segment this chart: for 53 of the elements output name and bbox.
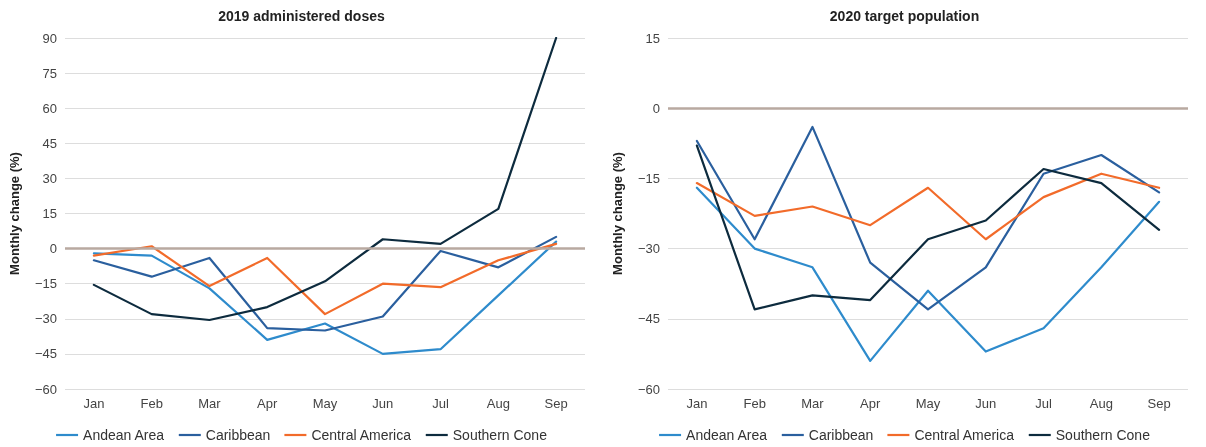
y-tick-label: 45 xyxy=(42,135,57,151)
line-series xyxy=(92,235,558,332)
legend-label: Central America xyxy=(914,427,1015,443)
x-tick-label: Jan xyxy=(686,396,708,411)
x-tick-label: Mar xyxy=(198,396,222,411)
legend-label: Andean Area xyxy=(686,427,768,443)
x-tick-label: Jan xyxy=(83,396,105,411)
line-series xyxy=(92,242,558,316)
legend-label: Central America xyxy=(311,427,412,443)
x-tick-label: Mar xyxy=(801,396,825,411)
x-tick-label: May xyxy=(915,396,941,411)
y-tick-label: −30 xyxy=(34,311,57,327)
line-series xyxy=(695,186,1161,363)
y-tick-label: 30 xyxy=(42,170,57,186)
y-tick-label: −60 xyxy=(637,381,660,397)
y-tick-label: −30 xyxy=(637,241,660,257)
x-tick-label: Aug xyxy=(486,396,510,411)
y-tick-label: 75 xyxy=(42,65,57,81)
legend-label: Southern Cone xyxy=(452,427,548,443)
legend-label: Southern Cone xyxy=(1055,427,1151,443)
y-tick-label: −45 xyxy=(34,346,57,362)
y-tick-label: −15 xyxy=(637,170,660,186)
y-axis-title: Monthly change (%) xyxy=(7,152,22,275)
x-tick-label: Feb xyxy=(140,396,163,411)
x-tick-label: Jun xyxy=(975,396,997,411)
x-tick-label: Apr xyxy=(860,396,882,411)
x-tick-label: Jul xyxy=(432,396,449,411)
y-tick-label: 15 xyxy=(42,206,57,221)
x-tick-label: Apr xyxy=(257,396,279,411)
x-tick-label: Aug xyxy=(1089,396,1113,411)
y-tick-label: 15 xyxy=(645,30,660,46)
y-axis-title: Monthly change (%) xyxy=(610,152,625,275)
x-tick-label: Jun xyxy=(372,396,394,411)
line-series xyxy=(92,240,558,355)
line-series xyxy=(695,172,1161,241)
chart-title: 2019 administered doses xyxy=(218,8,385,24)
x-tick-label: Feb xyxy=(743,396,766,411)
y-tick-label: −45 xyxy=(637,311,660,327)
chart-title: 2020 target population xyxy=(829,8,980,24)
y-tick-label: 90 xyxy=(42,30,57,46)
y-tick-label: −15 xyxy=(34,276,57,292)
y-tick-label: 0 xyxy=(652,100,660,116)
legend-label: Caribbean xyxy=(808,427,874,443)
y-tick-label: 60 xyxy=(42,100,57,116)
legend-label: Caribbean xyxy=(205,427,271,443)
x-tick-label: May xyxy=(312,396,338,411)
x-tick-label: Jul xyxy=(1035,396,1052,411)
legend-label: Andean Area xyxy=(83,427,165,443)
y-tick-label: −60 xyxy=(34,381,57,397)
line-series xyxy=(92,36,558,322)
y-tick-label: 0 xyxy=(49,241,57,257)
x-tick-label: Sep xyxy=(544,396,568,411)
x-tick-label: Sep xyxy=(1147,396,1171,411)
